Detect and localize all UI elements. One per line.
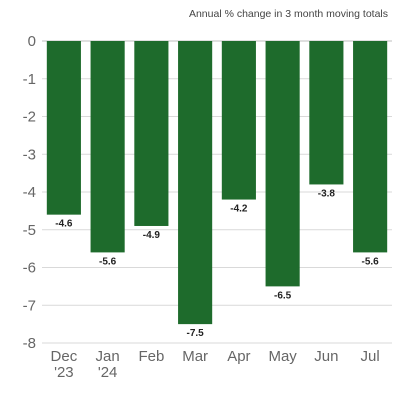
bar-value-label: -7.5 xyxy=(187,328,205,339)
bar xyxy=(221,41,256,200)
bar xyxy=(46,41,81,215)
y-tick-label: -4 xyxy=(23,184,36,201)
x-tick-label: '23 xyxy=(54,364,74,381)
x-tick-label: Jun xyxy=(314,348,338,365)
x-tick-label: Jul xyxy=(361,348,380,365)
bar xyxy=(178,41,213,325)
y-tick-label: -8 xyxy=(23,335,36,352)
x-tick-label: Dec xyxy=(51,348,78,365)
bar xyxy=(265,41,300,287)
bar xyxy=(353,41,388,253)
y-tick-label: -3 xyxy=(23,146,36,163)
y-tick-label: -7 xyxy=(23,297,36,314)
x-tick-label: Apr xyxy=(227,348,250,365)
x-tick-label: May xyxy=(268,348,297,365)
bar-value-label: -4.6 xyxy=(55,219,73,230)
bar-value-label: -4.9 xyxy=(143,230,161,241)
y-tick-label: -6 xyxy=(23,260,36,277)
x-tick-label: Mar xyxy=(182,348,208,365)
y-tick-label: -5 xyxy=(23,222,36,239)
bar-value-label: -6.5 xyxy=(274,290,292,301)
x-tick-label: Feb xyxy=(138,348,164,365)
bar-value-label: -5.6 xyxy=(362,256,380,267)
y-tick-label: -2 xyxy=(23,109,36,126)
value-labels: -4.6 -5.6 -4.9 -7.5 -4.2 -6.5 -3.8 -5.6 xyxy=(55,188,379,339)
y-tick-label: 0 xyxy=(28,33,36,50)
x-tick-label: '24 xyxy=(98,364,118,381)
chart-subtitle: Annual % change in 3 month moving totals xyxy=(188,8,388,20)
x-tick-label: Jan xyxy=(96,348,120,365)
bar xyxy=(309,41,344,185)
bar-value-label: -3.8 xyxy=(318,188,336,199)
bar-value-label: -5.6 xyxy=(99,256,117,267)
bar-value-label: -4.2 xyxy=(230,204,248,215)
axis-labels: 0 -1 -2 -3 -4 -5 -6 -7 -8 Dec'23 Jan'24 Feb Mar Apr Ma… xyxy=(23,33,380,381)
bars xyxy=(46,41,388,325)
bar xyxy=(90,41,125,253)
bar xyxy=(134,41,169,226)
y-tick-label: -1 xyxy=(23,71,36,88)
